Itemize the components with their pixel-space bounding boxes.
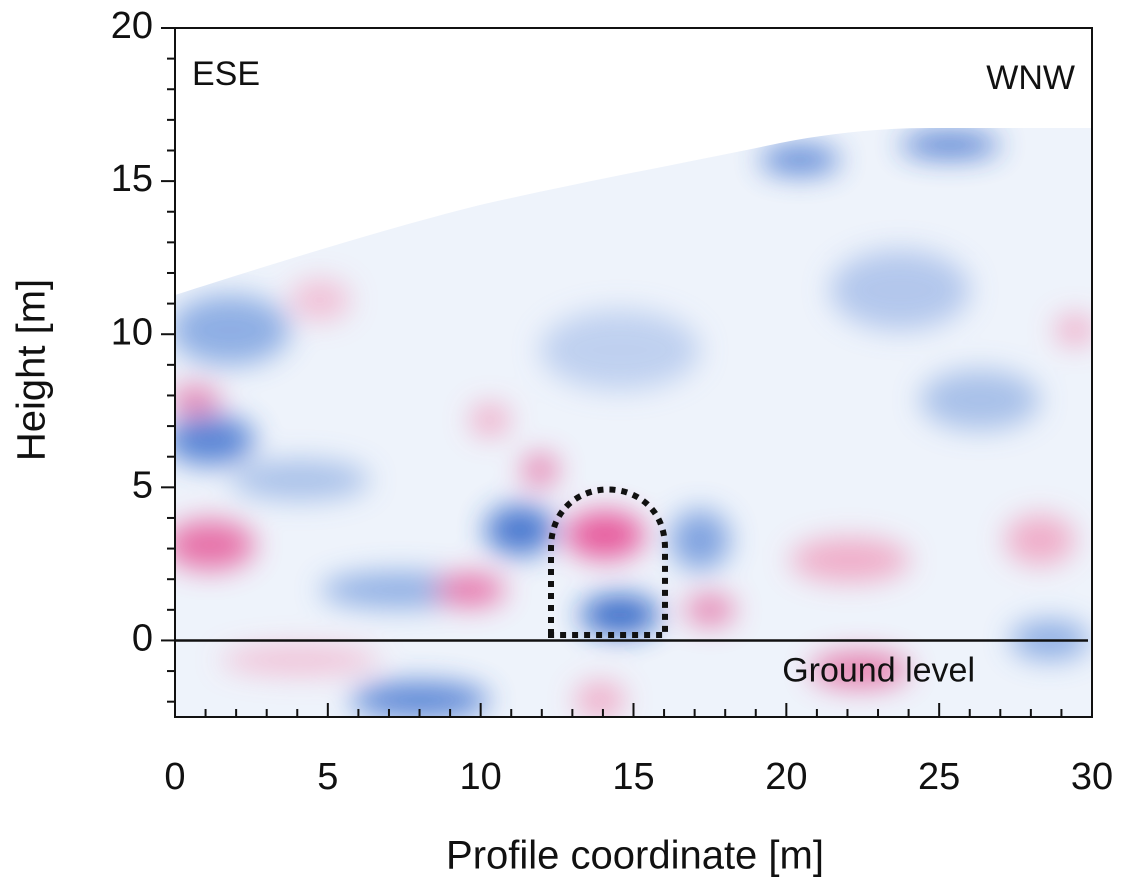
x-tick-label: 0: [164, 756, 185, 798]
y-tick-label: 5: [132, 464, 153, 506]
ground-label: Ground level: [782, 651, 975, 689]
x-tick-label: 30: [1071, 756, 1113, 798]
y-tick-label: 20: [111, 5, 153, 47]
heatmap-field: [175, 128, 1092, 717]
annotation: WNW: [986, 59, 1075, 97]
x-tick-label: 5: [317, 756, 338, 798]
x-tick-label: 10: [460, 756, 502, 798]
x-axis-label: Profile coordinate [m]: [446, 834, 824, 878]
x-tick-label: 20: [765, 756, 807, 798]
x-tick-label: 15: [612, 756, 654, 798]
x-tick-label: 25: [918, 756, 960, 798]
y-tick-label: 10: [111, 311, 153, 353]
y-tick-label: 0: [132, 617, 153, 659]
annotation: ESE: [192, 55, 260, 93]
y-axis-label: Height [m]: [10, 279, 54, 461]
tunnel-outline: [548, 486, 668, 638]
y-tick-label: 15: [111, 158, 153, 200]
